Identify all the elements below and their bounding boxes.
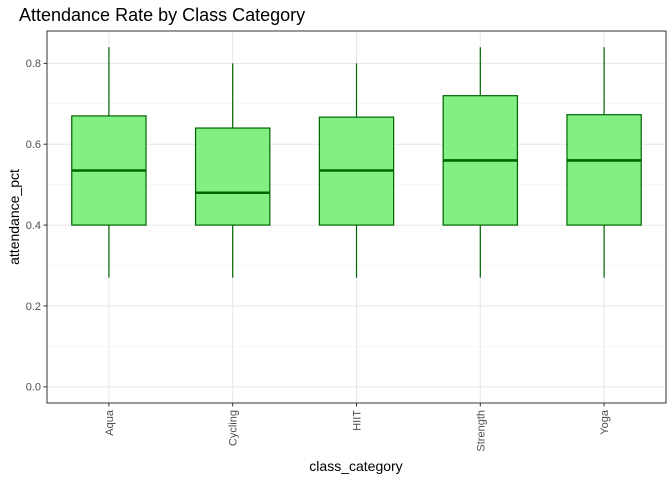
x-axis-ticks: Aqua Cycling HIIT Strength Yoga [104,403,611,452]
x-axis-title: class_category [309,458,402,474]
box-iqr [566,114,642,226]
box-strength [442,47,519,278]
x-tick-label: HIIT [352,410,364,431]
y-tick-label: 0.6 [26,139,41,151]
box-iqr [194,127,271,226]
y-tick-label: 0.4 [26,220,41,232]
box-aqua [71,47,147,278]
y-tick-label: 0.0 [26,382,41,394]
y-tick-label: 0.8 [26,58,41,70]
x-tick-label: Cycling [228,410,240,446]
y-axis-ticks: 0.0 0.2 0.4 0.6 0.8 [26,58,47,394]
x-tick-label: Yoga [599,409,611,435]
chart-title: Attendance Rate by Class Category [19,5,305,25]
box-plot-series [71,47,642,278]
x-tick-label: Aqua [104,409,116,436]
y-axis-title: attendance_pct [6,169,22,265]
box-hiit [318,63,395,278]
box-yoga [566,47,642,278]
box-cycling [194,63,271,278]
y-tick-label: 0.2 [26,301,41,313]
x-tick-label: Strength [475,410,487,452]
